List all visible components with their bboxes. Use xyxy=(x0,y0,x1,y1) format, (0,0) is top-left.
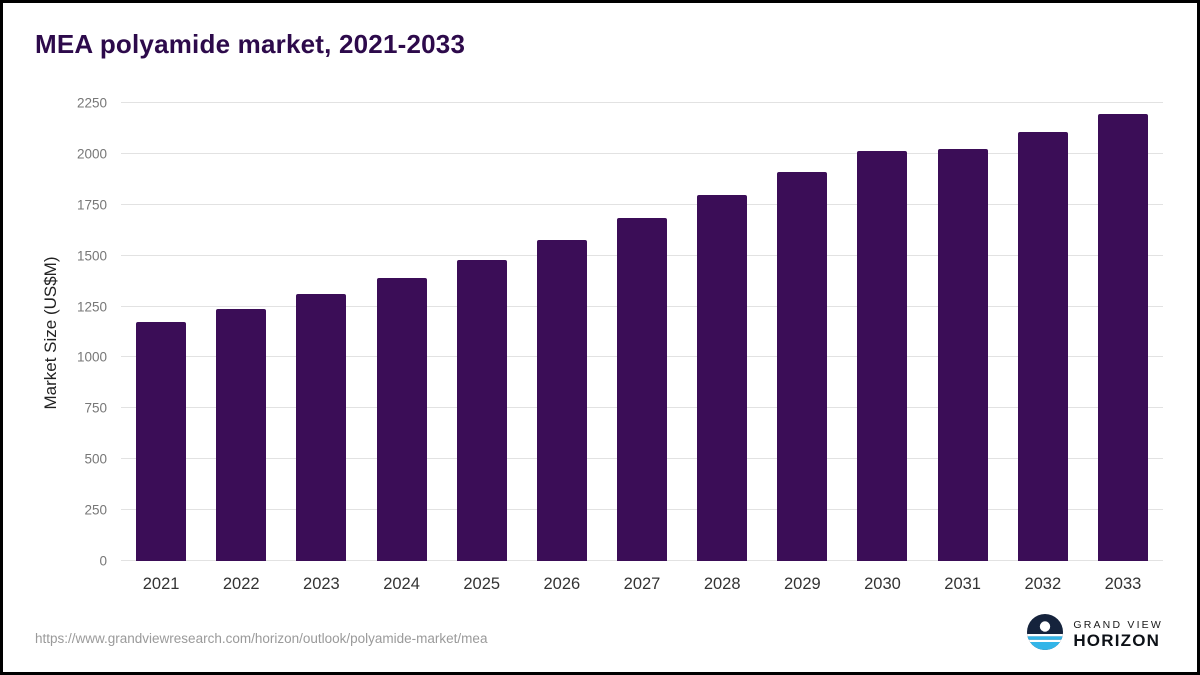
horizon-logo: GRAND VIEW HORIZON xyxy=(1026,613,1163,656)
bar xyxy=(937,148,988,561)
bar-series xyxy=(121,103,1163,561)
x-tick-label: 2029 xyxy=(783,575,821,593)
bar xyxy=(777,172,828,561)
y-tick-label: 2000 xyxy=(76,146,107,162)
bar xyxy=(216,308,267,561)
bar-slot xyxy=(842,103,922,561)
x-tick-label: 2025 xyxy=(463,575,501,593)
y-tick-label: 750 xyxy=(84,400,107,416)
y-tick-label: 250 xyxy=(84,502,107,518)
bar xyxy=(136,321,187,561)
y-tick-label: 500 xyxy=(84,451,107,467)
bar-slot xyxy=(1003,103,1083,561)
bar xyxy=(697,194,748,561)
x-tick-label: 2028 xyxy=(703,575,741,593)
source-url: https://www.grandviewresearch.com/horizo… xyxy=(35,631,488,646)
x-tick-label: 2021 xyxy=(142,575,180,593)
y-tick-label: 2250 xyxy=(76,95,107,111)
bar-slot xyxy=(281,103,361,561)
x-tick-label: 2031 xyxy=(944,575,981,593)
bar xyxy=(376,278,427,561)
gridline xyxy=(121,203,1163,205)
x-tick-label: 2030 xyxy=(864,575,901,593)
x-tick-label: 2023 xyxy=(303,575,340,593)
bar-slot xyxy=(522,103,602,561)
gridline xyxy=(121,152,1163,154)
y-tick-label: 1250 xyxy=(76,299,107,315)
plot-area: 0 250 500 750 1000 1250 1500 1750 2000 2250 2021 2… xyxy=(77,96,1163,593)
logo-grand-view-text: GRAND VIEW xyxy=(1073,618,1163,631)
x-tick-label: 2027 xyxy=(623,575,661,593)
x-tick-label: 2024 xyxy=(383,575,420,593)
y-tick-label: 1500 xyxy=(76,248,107,264)
gridline xyxy=(121,102,1163,103)
bar-slot xyxy=(442,103,522,561)
bar-slot xyxy=(923,103,1003,561)
bar xyxy=(1017,131,1068,561)
horizon-logo-icon xyxy=(1026,613,1064,656)
bar xyxy=(617,218,668,561)
bar-slot xyxy=(762,103,842,561)
bar-slot xyxy=(121,103,201,561)
bar xyxy=(1097,114,1148,561)
logo-text: GRAND VIEW HORIZON xyxy=(1073,619,1163,651)
bar-slot xyxy=(201,103,281,561)
y-axis-label: Market Size (US$M) xyxy=(41,256,60,410)
x-tick-label: 2026 xyxy=(543,575,581,593)
x-axis-labels: 2021 2022 2023 2024 2025 2026 2027 2028 2029 2030… xyxy=(121,575,1163,594)
bar-slot xyxy=(682,103,762,561)
bar-slot xyxy=(602,103,682,561)
bar xyxy=(456,259,507,561)
bar-slot xyxy=(1083,103,1163,561)
bar-slot xyxy=(361,103,441,561)
y-tick-label: 0 xyxy=(99,553,107,569)
bar xyxy=(857,150,908,561)
x-tick-label: 2033 xyxy=(1104,575,1142,593)
bar xyxy=(536,240,587,561)
logo-horizon-text: HORIZON xyxy=(1073,630,1161,650)
x-tick-label: 2022 xyxy=(222,575,260,593)
y-tick-label: 1000 xyxy=(76,349,107,365)
x-tick-label: 2032 xyxy=(1024,575,1062,593)
page-title: MEA polyamide market, 2021-2033 xyxy=(35,29,466,59)
y-tick-label: 1750 xyxy=(76,197,107,213)
bar xyxy=(296,294,347,561)
